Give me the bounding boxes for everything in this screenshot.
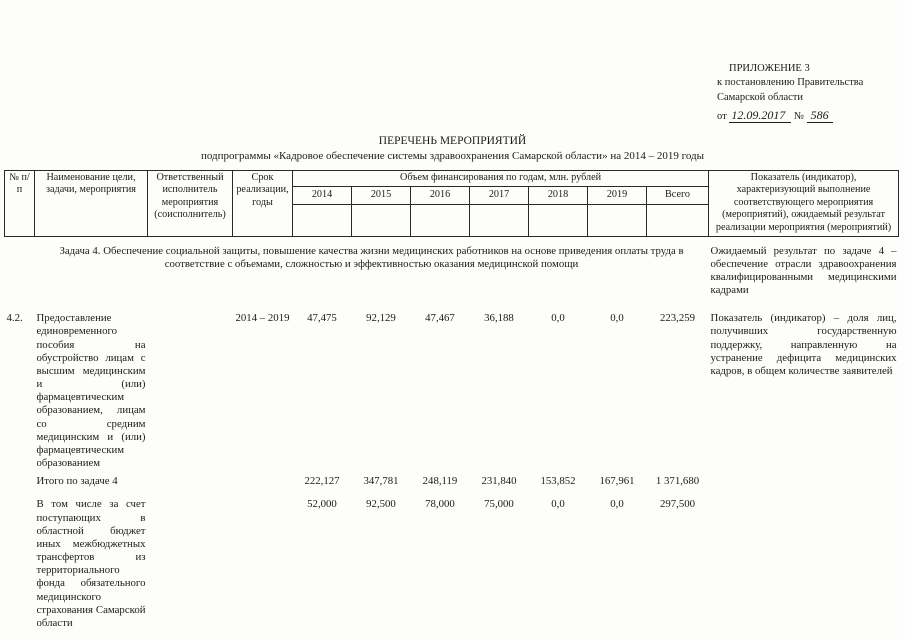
transfers-label: В том числе за счет поступающих в област… <box>36 498 146 629</box>
measure-row-4-2: 4.2. Предоставление единовременного посо… <box>5 312 899 470</box>
total-2018: 153,852 <box>540 475 576 488</box>
header-year-2014: 2014 <box>292 186 352 205</box>
header-empty-cell <box>587 204 647 237</box>
header-empty-cell <box>528 204 588 237</box>
empty-cell <box>148 498 233 630</box>
task4-row: Задача 4. Обеспечение социальной защиты,… <box>5 245 899 298</box>
value-2019: 0,0 <box>610 312 624 325</box>
appendix-line-3: Самарской области <box>717 91 803 103</box>
total-2017: 231,840 <box>481 475 517 488</box>
transfers-2018: 0,0 <box>551 498 565 511</box>
empty-cell <box>233 498 293 630</box>
row-number: 4.2. <box>6 312 23 325</box>
value-2018: 0,0 <box>551 312 565 325</box>
total-label: Итого по задаче 4 <box>36 475 118 488</box>
value-2015: 92,129 <box>366 312 396 325</box>
spacer <box>5 488 899 498</box>
handwritten-number: 586 <box>806 108 833 124</box>
appendix-line-2: к постановлению Правительства <box>717 77 864 89</box>
header-empty-cell <box>292 204 352 237</box>
header-year-2018: 2018 <box>528 186 588 205</box>
term-value: 2014 – 2019 <box>235 312 290 325</box>
empty-cell <box>5 245 35 298</box>
appendix-block: ПРИЛОЖЕНИЕ 3 к постановлению Правительст… <box>717 62 889 125</box>
task4-expected-result: Ожидаемый результат по задаче 4 – обеспе… <box>710 244 897 297</box>
empty-cell <box>5 475 35 488</box>
empty-cell <box>709 498 899 630</box>
from-label: от <box>717 111 727 123</box>
spacer <box>5 297 899 312</box>
header-financing: Объем финансирования по годам, млн. рубл… <box>291 170 710 187</box>
header-year-2019: 2019 <box>587 186 647 205</box>
executor-cell <box>148 312 233 470</box>
header-executor: Ответственный исполнитель мероприятия (с… <box>147 170 233 237</box>
total-2019: 167,961 <box>599 475 635 488</box>
transfers-row: В том числе за счет поступающих в област… <box>5 498 899 630</box>
transfers-2015: 92,500 <box>366 498 396 511</box>
header-num: № п/п <box>4 170 35 237</box>
empty-cell <box>233 475 293 488</box>
header-empty-cell <box>469 204 529 237</box>
appendix-title: ПРИЛОЖЕНИЕ 3 <box>729 63 810 74</box>
task4-text: Задача 4. Обеспечение социальной защиты,… <box>59 244 684 270</box>
header-indicator: Показатель (индикатор), характеризующий … <box>708 170 900 237</box>
value-total: 223,259 <box>659 312 696 325</box>
handwritten-date: 12.09.2017 <box>729 108 792 124</box>
header-year-2015: 2015 <box>351 186 411 205</box>
total-all: 1 371,680 <box>655 475 700 488</box>
total-2015: 347,781 <box>363 475 399 488</box>
total-2014: 222,127 <box>304 475 340 488</box>
measures-table: № п/п Наименование цели, задачи, меропри… <box>4 170 900 630</box>
header-year-2017: 2017 <box>469 186 529 205</box>
header-term: Срок реализации, годы <box>232 170 293 237</box>
transfers-2017: 75,000 <box>484 498 514 511</box>
title-line-2: подпрограммы «Кадровое обеспечение систе… <box>200 149 704 162</box>
measure-name: Предоставление единовременного пособия н… <box>36 312 146 470</box>
title-line-1: ПЕРЕЧЕНЬ МЕРОПРИЯТИЙ <box>378 135 527 147</box>
header-empty-cell <box>645 204 710 237</box>
indicator-text: Показатель (индикатор) – доля лиц, получ… <box>710 312 897 377</box>
total-row: Итого по задаче 4 222,127 347,781 248,11… <box>5 475 899 488</box>
total-2016: 248,119 <box>422 475 458 488</box>
header-empty-cell <box>410 204 470 237</box>
empty-cell <box>709 475 899 488</box>
spacer <box>5 237 899 245</box>
header-year-2016: 2016 <box>410 186 470 205</box>
header-total: Всего <box>645 186 710 205</box>
value-2017: 36,188 <box>484 312 514 325</box>
appendix-dateline: от 12.09.2017 № 586 <box>717 107 889 124</box>
header-name: Наименование цели, задачи, мероприятия <box>34 170 148 237</box>
empty-cell <box>5 498 35 630</box>
transfers-2019: 0,0 <box>610 498 624 511</box>
number-label: № <box>793 111 804 123</box>
transfers-total: 297,500 <box>659 498 696 511</box>
transfers-2016: 78,000 <box>425 498 455 511</box>
value-2016: 47,467 <box>425 312 455 325</box>
transfers-2014: 52,000 <box>307 498 337 511</box>
value-2014: 47,475 <box>307 312 337 325</box>
document-title: ПЕРЕЧЕНЬ МЕРОПРИЯТИЙ подпрограммы «Кадро… <box>0 134 905 163</box>
header-empty-cell <box>351 204 411 237</box>
